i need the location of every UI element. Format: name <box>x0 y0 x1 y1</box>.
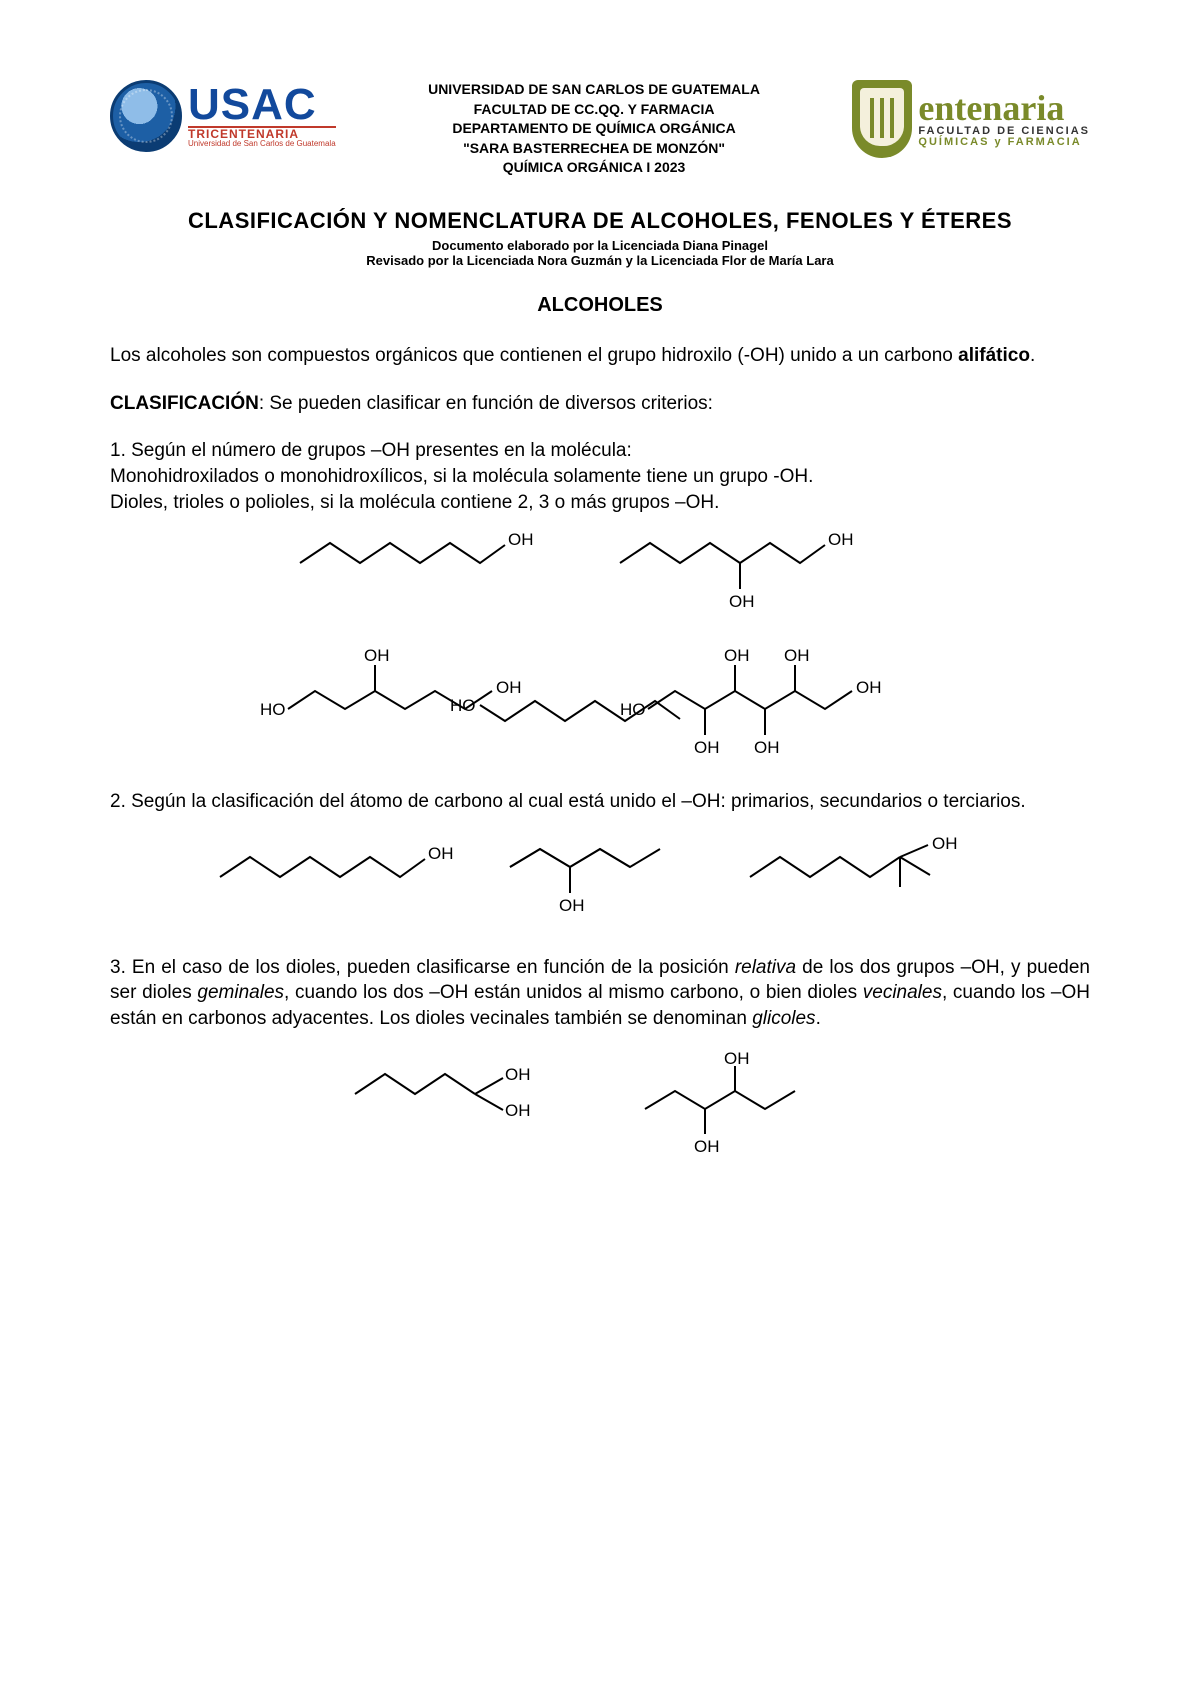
structure-vicinal-diol: OH OH <box>635 1054 855 1164</box>
ho-label: HO <box>260 700 286 719</box>
figure-row-2: OH OH OH <box>110 837 1090 927</box>
header-line: UNIVERSIDAD DE SAN CARLOS DE GUATEMALA <box>346 80 843 100</box>
intro-text-b: alifático <box>958 345 1030 366</box>
oh-label: OH <box>828 530 854 549</box>
centenaria-wordmark: entenaria <box>918 90 1090 126</box>
byline-reviewers: Revisado por la Licenciada Nora Guzmán y… <box>110 253 1090 268</box>
header-line: QUÍMICA ORGÁNICA I 2023 <box>346 158 843 178</box>
oh-label: OH <box>559 896 585 915</box>
section-heading: ALCOHOLES <box>110 294 1090 317</box>
structure-hexanol: OH <box>290 523 550 583</box>
document-title: CLASIFICACIÓN Y NOMENCLATURA DE ALCOHOLE… <box>110 208 1090 234</box>
structure-tertiary-alcohol: OH <box>740 837 990 917</box>
oh-label: OH <box>724 646 750 665</box>
clasif-label: CLASIFICACIÓN <box>110 393 259 414</box>
oh-label: OH <box>784 646 810 665</box>
c1-line3: Dioles, trioles o polioles, si la molécu… <box>110 492 719 513</box>
oh-label: OH <box>505 1065 531 1084</box>
oh-label: OH <box>932 834 958 853</box>
figure-row-1a: OH OH OH <box>110 523 1090 613</box>
byline-author: Documento elaborado por la Licenciada Di… <box>110 238 1090 253</box>
header-institution-block: UNIVERSIDAD DE SAN CARLOS DE GUATEMALA F… <box>336 80 853 178</box>
oh-label: OH <box>505 1101 531 1120</box>
structure-primary-alcohol: OH <box>210 837 460 897</box>
oh-label: OH <box>724 1049 750 1068</box>
header-line: FACULTAD DE CC.QQ. Y FARMACIA <box>346 100 843 120</box>
c1-line1: 1. Según el número de grupos –OH present… <box>110 440 632 461</box>
usac-wordmark: USAC <box>188 85 336 125</box>
oh-label: OH <box>508 530 534 549</box>
figure-row-3: OH OH OH OH <box>110 1054 1090 1164</box>
header-line: "SARA BASTERRECHEA DE MONZÓN" <box>346 139 843 159</box>
structure-hexitol: HO OH OH OH OH OH <box>620 641 940 761</box>
structure-secondary-alcohol: OH <box>500 837 700 927</box>
header-line: DEPARTAMENTO DE QUÍMICA ORGÁNICA <box>346 119 843 139</box>
structure-pentane-1-3-5-triol: HO OH OH <box>260 641 560 741</box>
document-header: USAC TRICENTENARIA Universidad de San Ca… <box>110 80 1090 178</box>
structure-geminal-diol: OH OH <box>345 1054 575 1144</box>
centenaria-sub2: QUÍMICAS y FARMACIA <box>918 137 1090 148</box>
structure-hexanediol-1-3: OH OH <box>610 523 910 613</box>
intro-text-c: . <box>1030 345 1035 366</box>
clasif-rest: : Se pueden clasificar en función de div… <box>259 393 713 414</box>
intro-paragraph: Los alcoholes son compuestos orgánicos q… <box>110 343 1090 369</box>
oh-label: OH <box>694 738 720 757</box>
centenaria-shield-icon <box>852 80 912 158</box>
usac-mini: Universidad de San Carlos de Guatemala <box>188 140 336 147</box>
intro-text-a: Los alcoholes son compuestos orgánicos q… <box>110 345 958 366</box>
oh-label: OH <box>364 646 390 665</box>
ho-label: HO <box>620 700 646 719</box>
oh-label: OH <box>428 844 454 863</box>
oh-label: OH <box>496 678 522 697</box>
c1-line2: Monohidroxilados o monohidroxílicos, si … <box>110 466 813 487</box>
criterion-1: 1. Según el número de grupos –OH present… <box>110 438 1090 515</box>
usac-logo: USAC TRICENTENARIA Universidad de San Ca… <box>110 80 336 152</box>
centenaria-logo: entenaria FACULTAD DE CIENCIAS QUÍMICAS … <box>852 80 1090 158</box>
oh-label: OH <box>729 592 755 611</box>
oh-label: OH <box>754 738 780 757</box>
clasificacion-line: CLASIFICACIÓN: Se pueden clasificar en f… <box>110 391 1090 417</box>
oh-label: OH <box>694 1137 720 1156</box>
oh-label: OH <box>856 678 882 697</box>
criterion-3: 3. En el caso de los dioles, pueden clas… <box>110 955 1090 1032</box>
criterion-2: 2. Según la clasificación del átomo de c… <box>110 789 1090 815</box>
usac-seal-icon <box>110 80 182 152</box>
